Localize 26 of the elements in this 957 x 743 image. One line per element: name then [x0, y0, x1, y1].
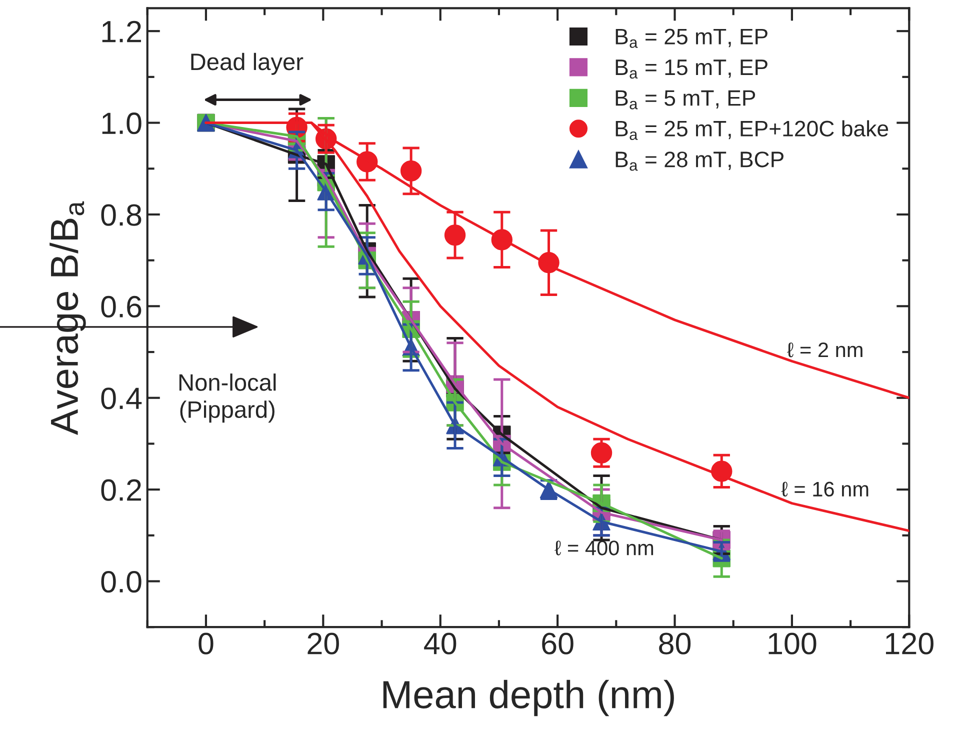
annotation: Non-local (Pippard) — [179, 374, 276, 423]
y-tick-label: 0.4 — [101, 388, 142, 410]
legend-label: B$_{a}$ = 5 mT, EP — [616, 90, 756, 110]
x-tick-label: 40 — [424, 632, 456, 654]
y-tick-label: 0.2 — [101, 479, 141, 501]
x-tick-label: 120 — [886, 632, 934, 654]
annotation: Dead layer — [191, 52, 304, 75]
legend-label: B$_{a}$ = 28 mT, BCP — [616, 152, 784, 171]
x-axis-title: Mean depth (nm) — [383, 680, 674, 716]
y-tick-label: 1.0 — [102, 112, 142, 134]
annotation: ℓ = 16 nm — [781, 482, 868, 497]
legend-label: B$_{a}$ = 15 mT, EP — [616, 60, 768, 79]
y-tick-label: 1.2 — [102, 20, 141, 42]
legend-label: B$_{a}$ = 25 mT, EP — [616, 28, 768, 48]
y-tick-label: 0.8 — [101, 204, 142, 226]
x-tick-label: 80 — [659, 632, 691, 654]
annotation: ℓ = 2 nm — [787, 342, 862, 358]
legend-label: B$_{a}$ = 25 mT, EP+120C bake — [616, 120, 888, 140]
y-tick-label: 0.0 — [101, 570, 142, 593]
x-tick-label: 100 — [768, 632, 816, 654]
x-tick-label: 20 — [308, 632, 339, 654]
x-tick-label: 60 — [542, 632, 574, 654]
y-axis-title: Average B/B$_{a}$ — [50, 201, 86, 435]
annotation: ℓ = 400 nm — [554, 540, 654, 556]
x-tick-label: 0 — [198, 632, 214, 654]
y-tick-label: 0.6 — [101, 296, 142, 318]
